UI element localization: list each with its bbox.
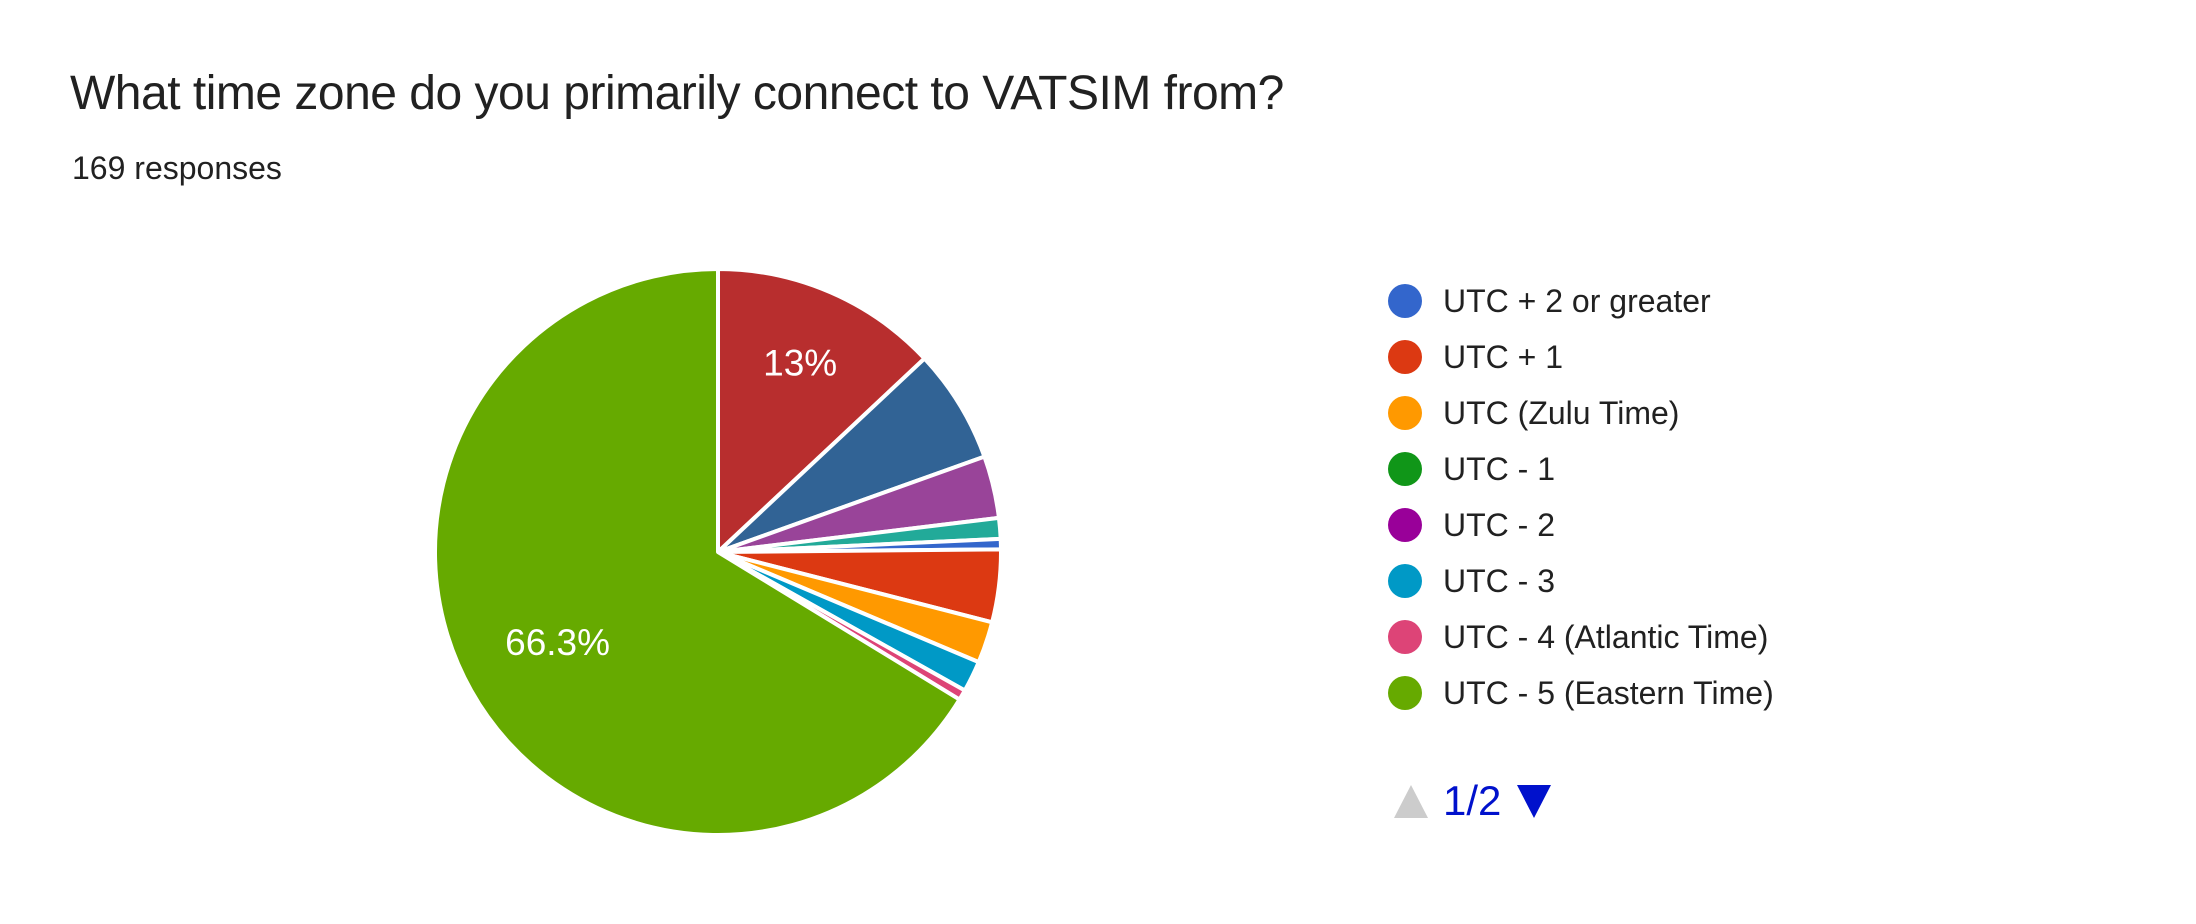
legend-swatch-icon: [1388, 396, 1422, 430]
legend-prev-page-icon: [1394, 784, 1428, 818]
legend-item: UTC (Zulu Time): [1388, 385, 1774, 441]
legend-swatch-icon: [1388, 284, 1422, 318]
chart-title: What time zone do you primarily connect …: [70, 67, 1284, 120]
legend-swatch-icon: [1388, 676, 1422, 710]
response-count: 169 responses: [72, 150, 282, 186]
slice-percent-label: 66.3%: [505, 622, 610, 663]
legend-swatch-icon: [1388, 508, 1422, 542]
legend-item: UTC + 2 or greater: [1388, 273, 1774, 329]
legend-label: UTC - 4 (Atlantic Time): [1443, 618, 1769, 655]
legend-label: UTC + 1: [1443, 338, 1564, 375]
legend-item: UTC - 4 (Atlantic Time): [1388, 609, 1774, 665]
pie-chart: 13% 66.3%: [432, 267, 1003, 837]
legend-next-page-icon[interactable]: [1517, 784, 1552, 818]
legend-swatch-icon: [1388, 564, 1422, 598]
legend-swatch-icon: [1388, 340, 1422, 374]
legend-item: UTC - 2: [1388, 497, 1774, 553]
pie-slice[interactable]: [432, 267, 962, 837]
chart-legend: UTC + 2 or greater UTC + 1 UTC (Zulu Time)…: [1388, 273, 1774, 721]
legend-label: UTC - 3: [1443, 562, 1555, 599]
pie-slice[interactable]: [716, 267, 927, 554]
legend-label: UTC (Zulu Time): [1443, 394, 1680, 431]
legend-item: UTC + 1: [1388, 329, 1774, 385]
legend-item: UTC - 5 (Eastern Time): [1388, 665, 1774, 721]
slice-percent-label: 13%: [763, 342, 837, 383]
pie-slice[interactable]: [716, 356, 987, 554]
legend-item: UTC - 3: [1388, 553, 1774, 609]
legend-swatch-icon: [1388, 620, 1422, 654]
legend-label: UTC - 2: [1443, 506, 1555, 543]
legend-label: UTC - 1: [1443, 450, 1555, 487]
legend-label: UTC + 2 or greater: [1443, 282, 1711, 319]
legend-pager: 1/2: [1394, 777, 1552, 824]
legend-label: UTC - 5 (Eastern Time): [1443, 674, 1774, 711]
legend-item: UTC - 1: [1388, 441, 1774, 497]
legend-page-indicator: 1/2: [1443, 777, 1502, 824]
legend-swatch-icon: [1388, 452, 1422, 486]
